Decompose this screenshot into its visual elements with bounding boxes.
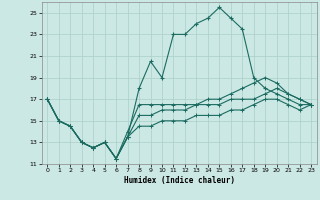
X-axis label: Humidex (Indice chaleur): Humidex (Indice chaleur) [124, 176, 235, 185]
